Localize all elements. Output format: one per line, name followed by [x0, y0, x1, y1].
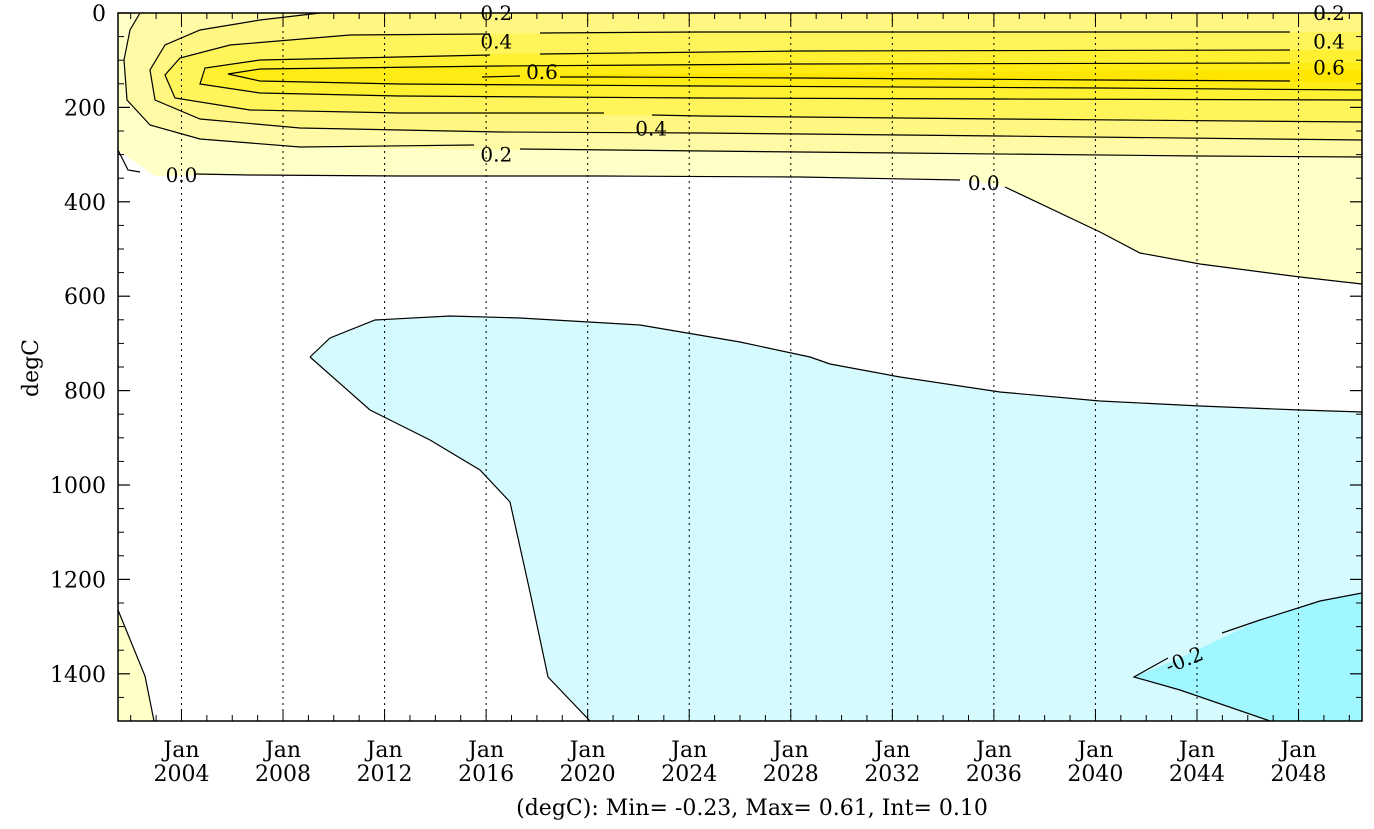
- y-tick-label: 200: [64, 96, 106, 121]
- x-tick-label-month: Jan: [974, 738, 1012, 763]
- x-tick-label-month: Jan: [466, 738, 504, 763]
- contour-fill-1: [118, 610, 154, 721]
- contour-line-17: [1221, 592, 1362, 634]
- x-tick-label-year: 2044: [1169, 762, 1225, 787]
- contour-line-1: [194, 173, 961, 181]
- contour-line-2: [1004, 186, 1362, 285]
- contour-line-14: [481, 75, 521, 78]
- x-tick-label-month: Jan: [1177, 738, 1215, 763]
- contour-line-3: [118, 609, 155, 721]
- x-tick-label-year: 2040: [1067, 762, 1123, 787]
- x-tick-label-year: 2012: [357, 762, 413, 787]
- x-axis: Jan2004Jan2008Jan2012Jan2016Jan2020Jan20…: [130, 13, 1350, 787]
- contour-line-4: [519, 148, 1362, 158]
- contour-label-8: 0.0: [166, 163, 198, 187]
- contour-fill-7: [482, 70, 1362, 82]
- x-tick-label-year: 2036: [966, 762, 1022, 787]
- x-tick-label-month: Jan: [872, 738, 910, 763]
- x-tick-label-year: 2016: [458, 762, 514, 787]
- y-axis-label: degC: [19, 339, 44, 397]
- x-tick-label-month: Jan: [1278, 738, 1316, 763]
- contour-label-9: 0.0: [968, 171, 1000, 195]
- y-tick-label: 1000: [50, 474, 106, 499]
- vertical-gridlines: [180, 13, 1300, 721]
- y-tick-label: 1200: [50, 568, 106, 593]
- x-tick-label-month: Jan: [365, 738, 403, 763]
- contour-line-12: [227, 62, 1362, 91]
- y-tick-label: 800: [64, 380, 106, 405]
- y-tick-label: 0: [92, 2, 106, 27]
- y-tick-label: 1400: [50, 663, 106, 688]
- stats-footer: (degC): Min= -0.23, Max= 0.61, Int= 0.10: [516, 796, 988, 821]
- contour-line-11: [539, 49, 1291, 55]
- x-tick-label-year: 2028: [763, 762, 819, 787]
- contour-label-2: 0.4: [480, 29, 512, 53]
- contour-line-9: [539, 31, 1290, 34]
- contour-line-7: [651, 114, 1362, 123]
- y-tick-label: 400: [64, 191, 106, 216]
- x-tick-label-month: Jan: [263, 738, 301, 763]
- contour-label-4: 0.6: [526, 60, 558, 84]
- contour-line-13: [560, 76, 1291, 82]
- y-axis: 0 200 400 600 800 1000 1200 1400: [50, 2, 1362, 698]
- contour-line-0: [118, 149, 141, 173]
- x-tick-label-year: 2048: [1271, 762, 1327, 787]
- x-tick-label-year: 2008: [255, 762, 311, 787]
- contour-fill-8: [310, 316, 1362, 721]
- x-tick-label-year: 2032: [864, 762, 920, 787]
- contour-line-6: [149, 13, 1362, 141]
- x-tick-label-month: Jan: [771, 738, 809, 763]
- contour-label-6: 0.4: [635, 117, 667, 141]
- contour-label-7: 0.2: [480, 143, 512, 167]
- contour-line-16: [309, 356, 591, 721]
- x-tick-label-month: Jan: [568, 738, 606, 763]
- contour-line-18: [1132, 657, 1271, 721]
- x-tick-label-year: 2020: [560, 762, 616, 787]
- contour-line-15: [309, 315, 1362, 413]
- contour-line-8: [164, 33, 604, 114]
- x-tick-label-month: Jan: [669, 738, 707, 763]
- y-tick-label: 600: [64, 285, 106, 310]
- contour-fills: [118, 13, 1362, 721]
- x-tick-label-year: 2004: [153, 762, 209, 787]
- contour-fill-9: [1134, 593, 1362, 721]
- contour-lines: [118, 13, 1362, 721]
- contour-label-3: 0.4: [1313, 29, 1345, 53]
- x-tick-label-year: 2024: [661, 762, 717, 787]
- x-tick-label-month: Jan: [161, 738, 199, 763]
- contour-line-10: [199, 54, 1362, 101]
- contour-label-5: 0.6: [1313, 55, 1345, 79]
- x-tick-label-month: Jan: [1075, 738, 1113, 763]
